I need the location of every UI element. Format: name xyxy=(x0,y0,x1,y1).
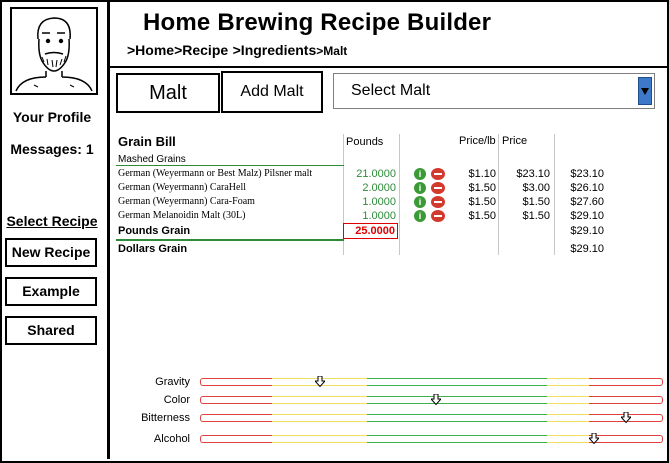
malt-price-per-lb: $1.50 xyxy=(468,196,496,208)
avatar[interactable] xyxy=(10,7,98,95)
gauge-label-bitterness: Bitterness xyxy=(141,412,190,424)
malt-price: $1.50 xyxy=(522,210,550,222)
remove-icon[interactable] xyxy=(431,210,445,222)
column-divider xyxy=(498,134,499,255)
gauge-band xyxy=(588,435,663,443)
gauge-band xyxy=(366,435,548,443)
gauge-band xyxy=(200,396,272,404)
section-underline xyxy=(116,165,344,166)
malt-tab[interactable]: Malt xyxy=(116,73,220,113)
color-gauge xyxy=(200,394,663,405)
total-divider xyxy=(116,239,344,241)
breadcrumb-recipe[interactable]: >Recipe xyxy=(174,42,229,58)
gauge-band xyxy=(200,414,272,422)
dropdown-arrow-icon[interactable] xyxy=(638,77,652,105)
remove-icon[interactable] xyxy=(431,196,445,208)
profile-link[interactable]: Your Profile xyxy=(12,109,92,125)
breadcrumb: >Home>Recipe >Ingredients>Malt xyxy=(127,42,347,60)
gauge-band xyxy=(366,396,548,404)
malt-name: German (Weyermann or Best Malz) Pilsner … xyxy=(118,168,313,179)
gauge-band xyxy=(366,414,548,422)
example-button[interactable]: Example xyxy=(5,277,97,306)
gauge-band xyxy=(200,435,272,443)
gauge-label-color: Color xyxy=(163,394,190,406)
header-divider xyxy=(110,66,667,68)
remove-icon[interactable] xyxy=(431,182,445,194)
malt-running-total: $27.60 xyxy=(570,196,604,208)
malt-select[interactable]: Select Malt xyxy=(333,73,655,109)
sidebar: Your Profile Messages: 1 Select Recipe N… xyxy=(2,2,110,459)
breadcrumb-ingredients[interactable]: >Ingredients xyxy=(232,42,317,58)
gauge-band xyxy=(271,435,367,443)
malt-pounds[interactable]: 21.0000 xyxy=(356,168,396,180)
malt-price: $1.50 xyxy=(522,196,550,208)
grain-bill-title: Grain Bill xyxy=(118,134,176,149)
malt-price: $23.10 xyxy=(516,168,550,180)
gauge-band xyxy=(271,396,367,404)
messages-link[interactable]: Messages: 1 xyxy=(10,141,94,157)
gauge-band xyxy=(271,414,367,422)
pounds-header: Pounds xyxy=(346,136,384,148)
pounds-grain-value: 25.0000 xyxy=(343,223,398,239)
dollars-grain-label: Dollars Grain xyxy=(118,243,188,255)
alcohol-gauge xyxy=(200,433,663,444)
dollars-grain-total: $29.10 xyxy=(570,243,604,255)
gauge-band xyxy=(547,378,589,386)
gauge-band xyxy=(547,414,589,422)
price-header: Price xyxy=(502,135,528,147)
pounds-grain-total: $29.10 xyxy=(570,225,604,237)
info-icon[interactable]: i xyxy=(414,196,426,208)
malt-price: $3.00 xyxy=(522,182,550,194)
gauge-band xyxy=(366,378,548,386)
remove-icon[interactable] xyxy=(431,168,445,180)
gauge-band xyxy=(547,435,589,443)
malt-pounds[interactable]: 1.0000 xyxy=(362,210,396,222)
gauge-band xyxy=(547,396,589,404)
gravity-gauge xyxy=(200,376,663,387)
column-divider xyxy=(554,134,555,255)
gauge-pointer-icon[interactable] xyxy=(315,376,326,387)
pounds-grain-label: Pounds Grain xyxy=(118,225,191,237)
shared-button[interactable]: Shared xyxy=(5,316,97,345)
malt-price-per-lb: $1.50 xyxy=(468,210,496,222)
column-divider xyxy=(399,134,400,255)
gauge-pointer-icon[interactable] xyxy=(620,412,631,423)
malt-name: German (Weyermann) Cara-Foam xyxy=(118,196,255,207)
section-label: Mashed Grains xyxy=(118,154,186,165)
page-title: Home Brewing Recipe Builder xyxy=(143,9,492,36)
gauge-label-alcohol: Alcohol xyxy=(153,433,190,445)
breadcrumb-home[interactable]: >Home xyxy=(127,42,175,58)
profile-avatar-icon xyxy=(15,17,93,92)
gauge-band xyxy=(588,396,663,404)
malt-pounds[interactable]: 1.0000 xyxy=(362,196,396,208)
new-recipe-button[interactable]: New Recipe xyxy=(5,238,97,267)
malt-running-total: $23.10 xyxy=(570,168,604,180)
gauge-band xyxy=(200,378,272,386)
column-divider xyxy=(343,134,344,255)
malt-pounds[interactable]: 2.0000 xyxy=(362,182,396,194)
gauge-band xyxy=(588,378,663,386)
add-malt-button[interactable]: Add Malt xyxy=(221,71,323,113)
malt-name: German Melanoidin Malt (30L) xyxy=(118,210,246,221)
info-icon[interactable]: i xyxy=(414,210,426,222)
malt-select-value: Select Malt xyxy=(351,82,431,99)
malt-price-per-lb: $1.50 xyxy=(468,182,496,194)
malt-price-per-lb: $1.10 xyxy=(468,168,496,180)
price-per-lb-header: Price/lb xyxy=(459,135,496,147)
gauge-pointer-icon[interactable] xyxy=(588,433,599,444)
malt-running-total: $26.10 xyxy=(570,182,604,194)
gauge-pointer-icon[interactable] xyxy=(431,394,442,405)
malt-name: German (Weyermann) CaraHell xyxy=(118,182,247,193)
breadcrumb-malt: >Malt xyxy=(316,44,348,58)
select-recipe-heading: Select Recipe xyxy=(6,213,98,229)
bitterness-gauge xyxy=(200,412,663,423)
malt-running-total: $29.10 xyxy=(570,210,604,222)
info-icon[interactable]: i xyxy=(414,168,426,180)
gauge-label-gravity: Gravity xyxy=(155,376,190,388)
info-icon[interactable]: i xyxy=(414,182,426,194)
